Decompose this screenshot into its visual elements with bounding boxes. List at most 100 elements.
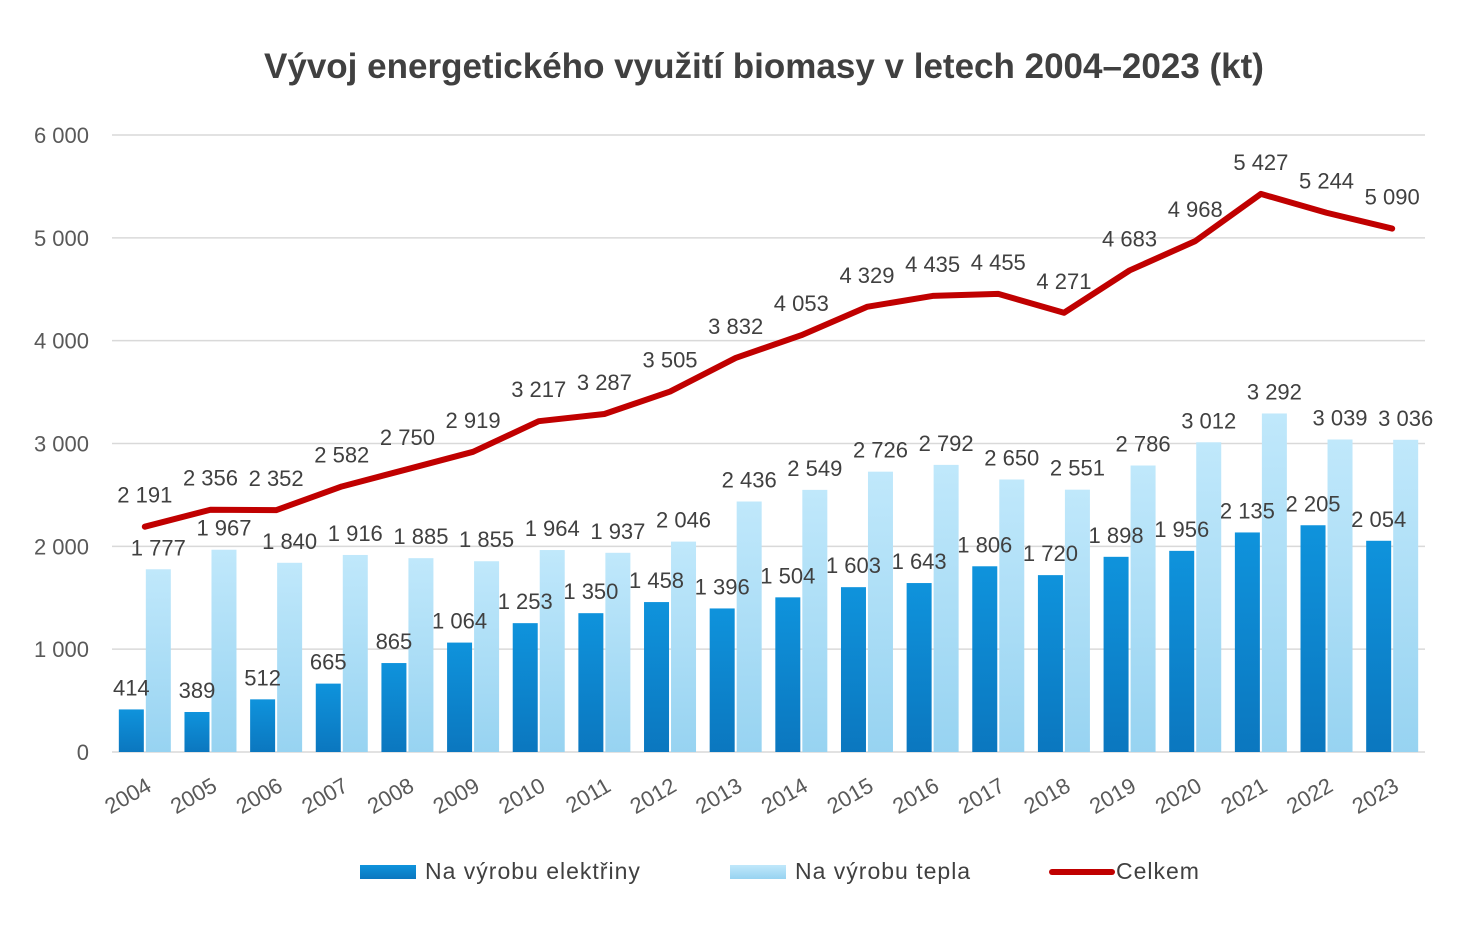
data-label-heat: 2 046 [656, 508, 711, 533]
y-tick-label: 5 000 [34, 226, 89, 251]
bar-electricity [644, 602, 670, 752]
bar-heat [867, 471, 893, 752]
bar-heat [802, 489, 828, 752]
data-label-heat: 1 916 [328, 521, 383, 546]
data-label-electricity: 1 350 [563, 579, 618, 604]
x-tick-label: 2013 [691, 773, 746, 819]
data-labels: 414 1 777 389 1 967 512 1 840 665 1 916 865 1 885… [113, 150, 1433, 703]
bar-heat [671, 541, 697, 752]
legend-label-total: Celkem [1116, 858, 1200, 884]
data-label-electricity: 1 720 [1023, 541, 1078, 566]
data-label-electricity: 2 054 [1351, 507, 1406, 532]
data-label-electricity: 665 [310, 650, 347, 675]
bar-electricity [447, 642, 473, 752]
data-label-total: 5 244 [1299, 169, 1354, 194]
bar-electricity [1366, 540, 1392, 752]
data-label-electricity: 1 806 [957, 532, 1012, 557]
bar-electricity [709, 608, 735, 752]
bar-electricity [1037, 575, 1063, 752]
data-label-total: 4 683 [1102, 226, 1157, 251]
x-tick-label: 2018 [1020, 773, 1075, 819]
x-tick-label: 2009 [429, 773, 484, 819]
data-label-electricity: 1 064 [432, 609, 487, 634]
data-label-total: 4 435 [905, 252, 960, 277]
data-label-electricity: 865 [376, 629, 413, 654]
data-label-total: 2 582 [314, 442, 369, 467]
legend: Na výrobu elektřiny Na výrobu tepla Celk… [360, 858, 1200, 884]
bar-electricity [315, 683, 341, 752]
line-total [141, 190, 1396, 530]
data-label-electricity: 2 135 [1220, 498, 1275, 523]
data-label-total: 2 352 [249, 466, 304, 491]
data-label-total: 3 832 [708, 314, 763, 339]
bar-heat [605, 552, 631, 752]
x-tick-label: 2011 [561, 773, 614, 818]
data-label-electricity: 1 603 [826, 553, 881, 578]
data-label-heat: 1 885 [393, 524, 448, 549]
data-label-heat: 2 551 [1050, 456, 1105, 481]
data-label-heat: 1 777 [131, 535, 186, 560]
x-tick-label: 2022 [1282, 773, 1337, 819]
data-label-total: 3 217 [511, 377, 566, 402]
chart-title: Vývoj energetického využití biomasy v le… [264, 47, 1264, 86]
data-label-heat: 1 967 [196, 516, 251, 541]
data-label-total: 4 455 [971, 250, 1026, 275]
x-tick-label: 2012 [626, 773, 681, 819]
bar-heat [408, 558, 434, 752]
data-label-total: 4 968 [1168, 197, 1223, 222]
y-tick-label: 1 000 [34, 637, 89, 662]
bar-electricity [578, 613, 604, 752]
bar-heat [999, 479, 1025, 752]
data-label-electricity: 1 504 [760, 563, 815, 588]
y-tick-label: 4 000 [34, 329, 89, 354]
data-label-total: 4 329 [839, 263, 894, 288]
y-tick-label: 3 000 [34, 432, 89, 457]
data-label-electricity: 2 205 [1285, 491, 1340, 516]
data-label-heat: 2 786 [1116, 432, 1171, 457]
legend-label-heat: Na výrobu tepla [795, 858, 971, 884]
bar-heat [1261, 413, 1287, 752]
bar-heat [736, 501, 762, 752]
data-label-electricity: 1 956 [1154, 517, 1209, 542]
data-label-electricity: 1 643 [892, 549, 947, 574]
data-label-electricity: 1 458 [629, 568, 684, 593]
data-label-total: 5 090 [1365, 185, 1420, 210]
bar-heat [539, 550, 565, 752]
data-label-electricity: 1 898 [1089, 523, 1144, 548]
data-label-total: 4 053 [774, 291, 829, 316]
bar-heat [145, 569, 171, 752]
x-tick-label: 2007 [297, 773, 352, 819]
data-label-heat: 1 937 [590, 519, 645, 544]
bar-heat [342, 554, 368, 752]
data-label-total: 2 191 [117, 483, 172, 508]
x-tick-label: 2020 [1151, 773, 1206, 819]
data-label-heat: 3 012 [1181, 408, 1236, 433]
legend-swatch-heat [730, 865, 786, 879]
data-label-heat: 3 292 [1247, 379, 1302, 404]
data-label-heat: 1 964 [525, 516, 580, 541]
x-tick-label: 2019 [1085, 773, 1140, 819]
data-label-total: 5 427 [1233, 150, 1288, 175]
data-label-heat: 1 840 [262, 529, 317, 554]
x-tick-label: 2005 [166, 773, 221, 819]
bar-electricity [118, 709, 144, 752]
data-label-total: 3 287 [577, 370, 632, 395]
x-tick-label: 2006 [232, 773, 287, 819]
bar-electricity [1300, 525, 1326, 752]
data-label-electricity: 1 396 [695, 574, 750, 599]
bar-heat [277, 562, 303, 752]
bar-electricity [906, 583, 932, 752]
x-tick-label: 2021 [1216, 773, 1271, 819]
data-label-heat: 2 436 [722, 467, 777, 492]
gridlines [112, 134, 1425, 753]
data-label-total: 3 505 [642, 348, 697, 373]
bar-heat [1130, 465, 1156, 752]
data-label-electricity: 1 253 [498, 589, 553, 614]
data-label-total: 2 750 [380, 425, 435, 450]
bar-heat [474, 561, 500, 752]
x-axis-ticks: 2004 2005 2006 2007 2008 2009 2010 2011 2012 2013… [100, 773, 1402, 819]
data-label-electricity: 389 [179, 678, 216, 703]
bar-electricity [1103, 556, 1129, 752]
data-label-heat: 2 726 [853, 438, 908, 463]
